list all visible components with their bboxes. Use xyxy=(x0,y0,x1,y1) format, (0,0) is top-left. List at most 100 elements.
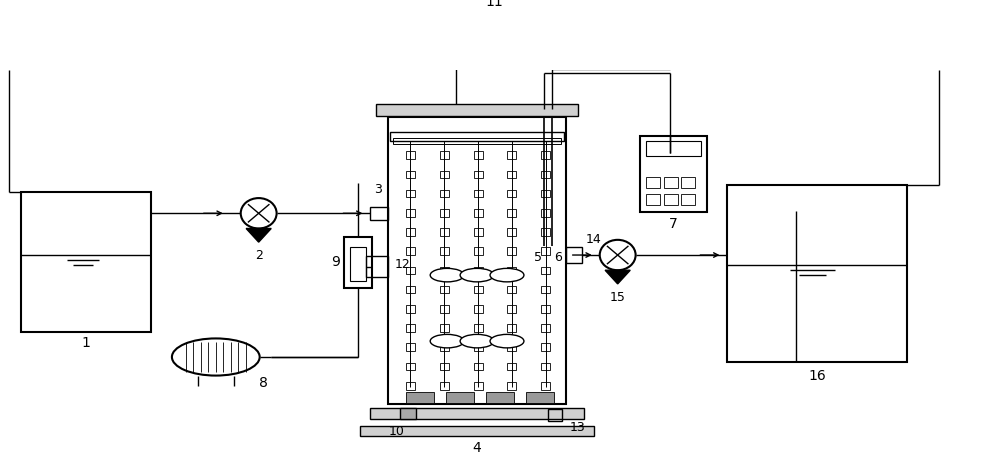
Bar xyxy=(507,324,516,332)
Bar xyxy=(406,247,415,255)
Bar xyxy=(681,194,695,205)
Bar xyxy=(440,324,449,332)
Bar xyxy=(440,209,449,217)
Bar xyxy=(507,209,516,217)
Bar xyxy=(474,190,483,197)
Bar xyxy=(541,382,550,389)
Bar xyxy=(446,393,474,403)
Text: 13: 13 xyxy=(570,421,586,434)
Bar xyxy=(474,305,483,313)
Bar xyxy=(406,267,415,274)
Text: 6: 6 xyxy=(554,251,562,264)
Ellipse shape xyxy=(460,334,494,348)
Bar xyxy=(406,393,434,403)
Bar xyxy=(474,267,483,274)
Bar xyxy=(486,393,514,403)
Bar xyxy=(507,152,516,159)
Text: 16: 16 xyxy=(808,369,826,382)
Bar xyxy=(440,344,449,351)
Bar xyxy=(406,209,415,217)
Bar xyxy=(474,363,483,371)
Bar xyxy=(507,305,516,313)
Ellipse shape xyxy=(430,268,464,282)
Bar xyxy=(566,246,582,263)
Bar xyxy=(406,228,415,236)
Bar xyxy=(434,0,478,12)
Bar xyxy=(440,171,449,178)
Bar xyxy=(640,136,707,212)
Bar xyxy=(646,177,660,188)
Bar xyxy=(440,247,449,255)
Text: 5: 5 xyxy=(534,251,542,264)
Bar xyxy=(406,363,415,371)
Text: 15: 15 xyxy=(610,291,626,304)
Text: 8: 8 xyxy=(259,376,268,390)
Text: 4: 4 xyxy=(473,441,481,455)
Bar xyxy=(388,117,566,404)
Bar xyxy=(393,137,561,144)
Bar xyxy=(507,286,516,294)
Bar xyxy=(541,171,550,178)
Bar xyxy=(350,247,366,281)
Bar xyxy=(344,237,372,288)
Bar xyxy=(406,286,415,294)
Bar xyxy=(507,228,516,236)
Bar xyxy=(440,305,449,313)
Bar xyxy=(507,247,516,255)
Bar xyxy=(440,190,449,197)
Text: 11: 11 xyxy=(486,0,503,10)
Bar xyxy=(474,228,483,236)
Bar xyxy=(664,177,678,188)
Bar xyxy=(474,171,483,178)
Bar xyxy=(440,228,449,236)
Bar xyxy=(727,185,907,362)
Bar xyxy=(360,426,594,436)
Circle shape xyxy=(241,198,277,229)
Bar xyxy=(681,177,695,188)
Bar xyxy=(507,267,516,274)
Bar xyxy=(366,256,388,277)
Bar xyxy=(406,344,415,351)
Bar xyxy=(507,190,516,197)
Bar xyxy=(541,363,550,371)
Text: 10: 10 xyxy=(388,425,404,437)
Bar xyxy=(440,286,449,294)
Bar xyxy=(541,152,550,159)
Ellipse shape xyxy=(172,338,260,376)
Ellipse shape xyxy=(430,334,464,348)
Ellipse shape xyxy=(490,334,524,348)
Bar xyxy=(21,192,151,332)
Bar xyxy=(541,228,550,236)
Bar xyxy=(438,29,474,53)
Text: 14: 14 xyxy=(586,233,602,246)
Bar xyxy=(406,305,415,313)
Bar xyxy=(646,194,660,205)
Bar xyxy=(440,152,449,159)
Bar xyxy=(541,247,550,255)
Ellipse shape xyxy=(460,268,494,282)
Text: 7: 7 xyxy=(669,217,678,231)
Bar xyxy=(370,408,584,420)
Text: 2: 2 xyxy=(255,249,263,262)
Bar xyxy=(474,324,483,332)
Bar xyxy=(541,286,550,294)
Bar xyxy=(507,344,516,351)
Bar xyxy=(406,382,415,389)
Bar xyxy=(440,267,449,274)
Bar xyxy=(474,382,483,389)
Bar xyxy=(646,141,701,156)
Bar xyxy=(440,363,449,371)
Bar xyxy=(507,171,516,178)
Bar xyxy=(664,194,678,205)
Bar xyxy=(474,247,483,255)
Bar xyxy=(507,382,516,389)
Bar xyxy=(406,190,415,197)
Bar xyxy=(376,104,578,115)
Bar xyxy=(526,393,554,403)
Bar xyxy=(406,171,415,178)
Bar xyxy=(442,12,470,29)
Bar xyxy=(548,409,562,421)
Bar xyxy=(474,344,483,351)
Bar xyxy=(440,382,449,389)
Bar xyxy=(474,286,483,294)
